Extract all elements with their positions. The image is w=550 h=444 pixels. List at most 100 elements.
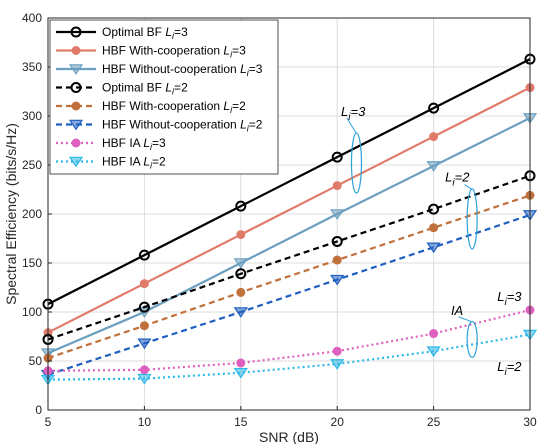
y-tick-label: 350 (22, 60, 42, 74)
series-group (40, 53, 538, 386)
data-point (233, 307, 248, 318)
data-point (429, 223, 439, 233)
series-line (47, 86, 531, 334)
legend-item: HBF Without-cooperation Li=2 (56, 118, 263, 134)
legend-item: HBF With-cooperation Li=3 (56, 44, 246, 60)
data-point (426, 161, 441, 172)
legend-label: HBF Without-cooperation Li=2 (102, 118, 263, 134)
annotations: Li=3 Li=2 IA Li=3 Li=2 (341, 104, 522, 378)
series-5 (40, 210, 538, 381)
series-7 (40, 329, 538, 386)
annotation-ellipse (466, 320, 478, 359)
legend-item: HBF Without-cooperation Li=3 (56, 62, 263, 78)
legend-swatch-marker (68, 64, 84, 75)
data-point (426, 346, 441, 358)
data-point (429, 132, 439, 142)
legend-swatch-marker (68, 156, 84, 168)
data-point (236, 287, 246, 297)
legend-label: HBF IA Li=3 (102, 136, 166, 152)
annotation-connector (458, 316, 473, 323)
annotation-label: Li=3 (341, 104, 366, 123)
legend-item: HBF IA Li=2 (56, 155, 166, 171)
data-point (137, 338, 152, 350)
legend-swatch-marker (70, 26, 82, 38)
annotation-label: Li=2 (445, 170, 470, 189)
series-line (47, 308, 531, 372)
x-tick-label: 20 (331, 415, 345, 429)
data-point (139, 279, 149, 289)
x-tick-label: 5 (45, 415, 52, 429)
data-point (233, 367, 248, 379)
series-line (47, 58, 531, 306)
legend-swatch-marker (68, 119, 84, 131)
legend-swatch-marker (70, 82, 82, 93)
y-axis-label: Spectral Efficiency (bits/s/Hz) (3, 123, 19, 305)
legend-label: Optimal BF Li=3 (102, 25, 188, 41)
y-ticks: 0 50 100 150 200 250 300 350 400 (22, 11, 52, 417)
data-point (330, 359, 345, 370)
legend-swatch-marker (71, 138, 81, 148)
annotation-label: Li=3 (497, 289, 522, 308)
y-tick-label: 250 (22, 158, 42, 172)
x-ticks: 5 10 15 20 25 30 (45, 406, 537, 429)
data-point (429, 329, 439, 339)
annotation-connector (346, 117, 357, 134)
annotation-label: Li=2 (497, 359, 522, 378)
legend-item: HBF IA Li=3 (56, 136, 166, 152)
y-tick-label: 300 (22, 109, 42, 123)
data-point (330, 274, 345, 286)
y-tick-label: 50 (29, 354, 43, 368)
data-point (331, 235, 343, 247)
legend-swatch-marker (71, 101, 81, 111)
legend: Optimal BF Li=3 HBF With-cooperation Li=3… (49, 19, 279, 175)
legend-label: HBF Without-cooperation Li=3 (102, 62, 263, 78)
x-axis-label: SNR (dB) (259, 429, 319, 444)
annotation-ellipse (350, 132, 363, 194)
data-point (138, 301, 150, 313)
data-point (332, 255, 342, 265)
data-point (331, 151, 343, 163)
series-0 (42, 53, 536, 310)
series-line (47, 116, 531, 355)
y-tick-label: 200 (22, 207, 42, 221)
series-line (47, 194, 531, 360)
y-tick-label: 400 (22, 11, 42, 25)
x-tick-label: 10 (138, 415, 152, 429)
data-point (428, 102, 440, 114)
data-point (137, 373, 152, 385)
legend-swatch-marker (71, 46, 81, 55)
y-tick-label: 100 (22, 305, 42, 319)
legend-label: HBF With-cooperation Li=2 (102, 99, 246, 115)
series-4 (43, 190, 535, 363)
data-point (428, 203, 440, 215)
data-point (235, 268, 247, 280)
legend-label: Optimal BF Li=2 (102, 81, 188, 97)
data-point (139, 321, 149, 331)
y-tick-label: 0 (35, 403, 42, 417)
data-point (332, 346, 342, 356)
legend-label: HBF IA Li=2 (102, 155, 166, 171)
legend-item: HBF With-cooperation Li=2 (56, 99, 246, 115)
data-point (426, 242, 441, 254)
data-point (138, 249, 150, 261)
annotation-ellipse (466, 188, 478, 250)
data-point (332, 181, 342, 191)
series-line (47, 213, 531, 376)
data-point (235, 200, 247, 212)
legend-label: HBF With-cooperation Li=3 (102, 44, 246, 60)
series-line (47, 333, 531, 381)
data-point (236, 230, 246, 240)
data-point (236, 358, 246, 368)
legend-item: Optimal BF Li=2 (56, 81, 188, 97)
legend-box (49, 19, 279, 175)
series-line (47, 174, 531, 341)
x-tick-label: 30 (523, 415, 537, 429)
data-point (139, 365, 149, 375)
x-tick-label: 25 (427, 415, 441, 429)
annotation-label: IA (451, 303, 463, 318)
y-tick-label: 150 (22, 256, 42, 270)
annotation-connector (464, 184, 473, 190)
data-point (233, 258, 248, 269)
x-tick-label: 15 (234, 415, 248, 429)
